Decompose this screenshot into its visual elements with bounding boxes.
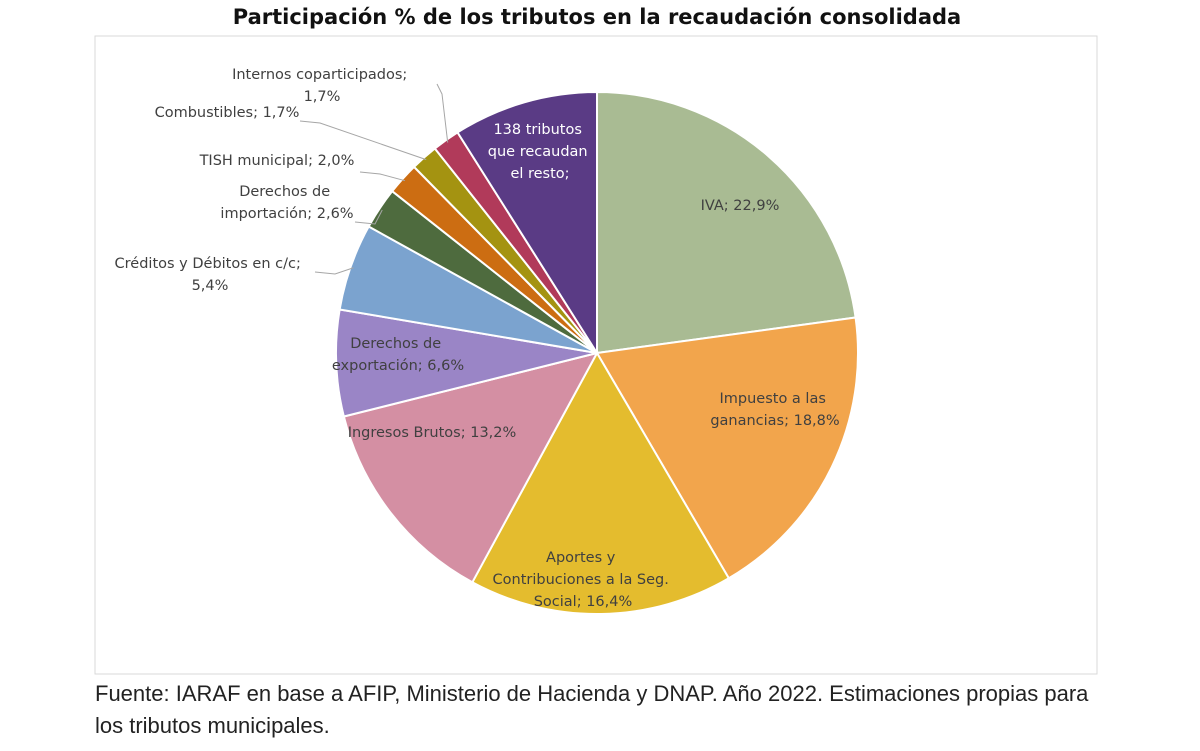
data-label: Aportes y Contribuciones a la Seg. Socia… [493, 550, 674, 610]
data-label: IVA; 22,9% [701, 198, 780, 214]
leader-line [314, 267, 354, 275]
data-label: Créditos y Débitos en c/c; 5,4% [115, 256, 306, 294]
data-label: 138 tributos que recaudan el resto; [488, 122, 592, 182]
source-note: Fuente: IARAF en base a AFIP, Ministerio… [95, 681, 1089, 738]
leader-line [299, 120, 427, 161]
data-label: Internos coparticipados; 1,7% [232, 67, 412, 105]
data-label: Ingresos Brutos; 13,2% [348, 425, 517, 441]
pie-slice [596, 90, 857, 355]
pie-slice [456, 90, 598, 357]
chart-title: Participación % de los tributos en la re… [233, 5, 961, 29]
data-label: Combustibles; 1,7% [155, 105, 300, 121]
data-label: Impuesto a las ganancias; 18,8% [710, 391, 839, 429]
pie-slice [335, 308, 598, 418]
pie-slice [342, 351, 599, 584]
data-label: Derechos de importación; 2,6% [220, 184, 353, 222]
pie-slice [470, 350, 731, 615]
leader-line [359, 171, 406, 182]
data-label: Derechos de exportación; 6,6% [332, 336, 464, 374]
leader-line [354, 209, 383, 225]
leader-line [436, 83, 449, 143]
pie-slice [595, 316, 859, 580]
data-label: TISH municipal; 2,0% [199, 153, 355, 169]
